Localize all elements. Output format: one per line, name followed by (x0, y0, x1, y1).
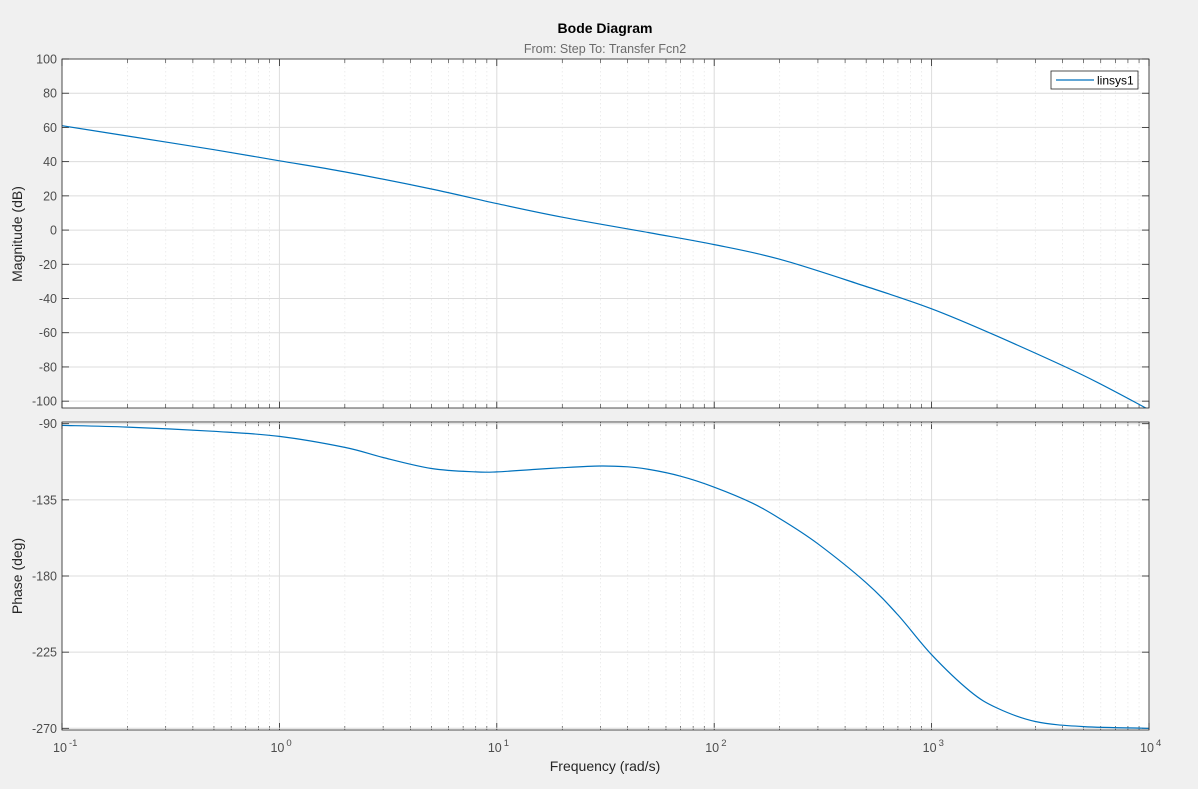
phase-series-linsys1[interactable] (62, 424, 1149, 729)
x-tick-label: 10 3 (923, 738, 944, 755)
magnitude-y-tick-label: -80 (39, 360, 57, 374)
x-tick-base: 10 (705, 741, 719, 755)
magnitude-y-tick-label: -100 (32, 395, 57, 409)
phase-y-ticks: -90 -135 -180 -225 -270 (32, 417, 57, 736)
magnitude-y-tick-label: -60 (39, 326, 57, 340)
legend-box (1050, 70, 1139, 90)
x-tick-exponent: 3 (939, 738, 944, 749)
x-tick-exponent: 2 (721, 738, 726, 749)
legend-entry-linsys1: linsys1 (1097, 74, 1134, 88)
phase-y-tick-label: -180 (32, 570, 57, 584)
chart-subtitle: From: Step To: Transfer Fcn2 (524, 42, 686, 56)
chart-title: Bode Diagram (558, 20, 653, 36)
magnitude-axes-border (61, 58, 1150, 409)
x-tick-base: 10 (270, 741, 284, 755)
phase-y-tick-label: -135 (32, 493, 57, 507)
magnitude-y-tick-label: 0 (50, 224, 57, 238)
magnitude-y-tick-label: 60 (43, 121, 57, 135)
magnitude-series-linsys1[interactable] (62, 125, 1149, 410)
magnitude-y-ticks: 100 80 60 40 20 0 -20 -40 -60 -80 -100 (32, 53, 57, 409)
x-tick-base: 10 (923, 741, 937, 755)
phase-axes[interactable]: -90 -135 -180 -225 -270 (32, 417, 1150, 736)
magnitude-plot-area (62, 59, 1149, 408)
x-tick-exponent: 0 (286, 738, 291, 749)
phase-y-tick-label: -225 (32, 646, 57, 660)
phase-y-tick-label: -90 (39, 417, 57, 431)
x-tick-base: 10 (53, 741, 67, 755)
x-tick-base: 10 (488, 741, 502, 755)
x-axis-label: Frequency (rad/s) (550, 758, 660, 774)
x-tick-exponent: 1 (504, 738, 509, 749)
x-tick-exponent: 4 (1156, 738, 1161, 749)
magnitude-y-axis-label: Magnitude (dB) (9, 186, 25, 282)
x-tick-label: 10 2 (705, 738, 726, 755)
magnitude-y-tick-label: 40 (43, 155, 57, 169)
magnitude-axes[interactable]: 100 80 60 40 20 0 -20 -40 -60 -80 -100 (32, 53, 1150, 410)
phase-y-tick-label: -270 (32, 722, 57, 736)
x-tick-label: 10 4 (1140, 738, 1161, 755)
phase-axes-border (61, 421, 1150, 731)
x-tick-base: 10 (1140, 741, 1154, 755)
x-tick-label: 10 0 (270, 738, 291, 755)
x-tick-label: 10 1 (488, 738, 509, 755)
legend[interactable]: linsys1 (1050, 70, 1139, 90)
x-tick-exponent: -1 (69, 738, 77, 749)
magnitude-y-tick-label: 100 (36, 53, 57, 67)
frequency-x-ticks: 10 -1 10 0 10 1 10 2 10 3 10 4 (53, 738, 1161, 755)
x-tick-label: 10 -1 (53, 738, 77, 755)
phase-y-axis-label: Phase (deg) (9, 538, 25, 614)
magnitude-y-tick-label: 20 (43, 189, 57, 203)
magnitude-y-tick-label: 80 (43, 87, 57, 101)
magnitude-y-tick-label: -20 (39, 258, 57, 272)
magnitude-y-tick-label: -40 (39, 292, 57, 306)
